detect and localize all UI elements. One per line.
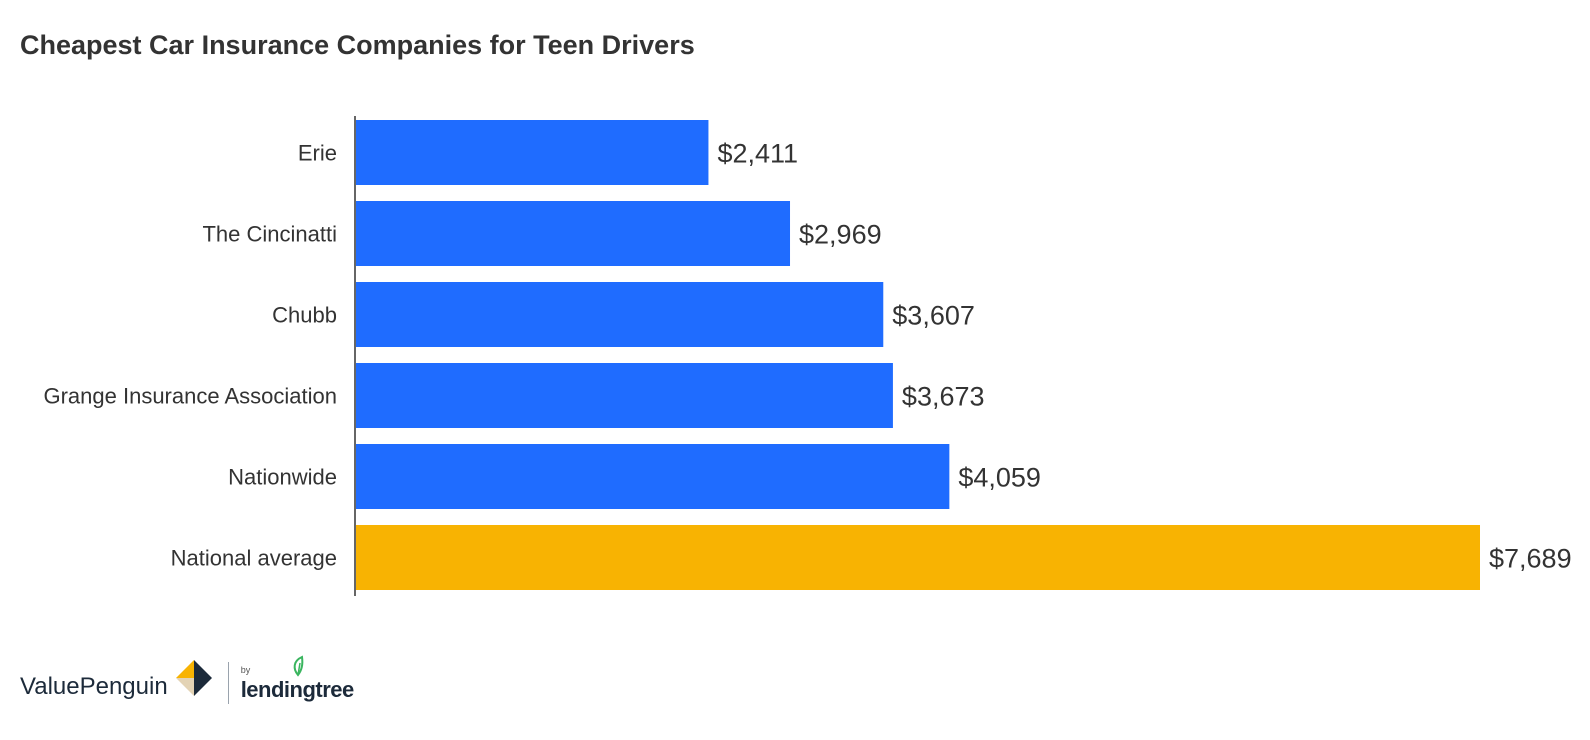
category-label-1: The Cincinatti [202, 222, 337, 247]
by-label: by [240, 665, 251, 675]
value-label-2: $3,607 [892, 301, 975, 331]
value-label-1: $2,969 [799, 220, 882, 250]
value-label-5: $7,689 [1489, 544, 1572, 574]
value-label-4: $4,059 [958, 463, 1041, 493]
category-label-0: Erie [298, 141, 337, 166]
category-label-2: Chubb [272, 303, 337, 328]
bar-5 [356, 525, 1480, 590]
bar-0 [356, 120, 709, 185]
leaf-icon [293, 655, 304, 677]
bar-1 [356, 201, 791, 266]
bar-chart: Erie $2,411 The Cincinatti $2,969 Chubb $3,60… [43, 116, 1572, 596]
category-label-4: Nationwide [228, 465, 337, 490]
value-label-0: $2,411 [717, 139, 798, 169]
lendingtree-logo: by lendingtree [241, 655, 371, 705]
footer-branding: ValuePenguin by lendingtree [20, 655, 371, 705]
category-label-3: Grange Insurance Association [43, 384, 337, 409]
lendingtree-wordmark: lendingtree [240, 677, 355, 702]
bar-2 [356, 282, 884, 347]
bar-4 [356, 444, 950, 509]
logo-divider [227, 662, 229, 704]
valuepenguin-logo-icon [175, 660, 212, 696]
valuepenguin-wordmark: ValuePenguin [20, 673, 168, 700]
chart-title: Cheapest Car Insurance Companies for Tee… [20, 30, 695, 60]
category-label-5: National average [171, 546, 337, 571]
value-label-3: $3,673 [902, 382, 985, 412]
bar-3 [356, 363, 893, 428]
